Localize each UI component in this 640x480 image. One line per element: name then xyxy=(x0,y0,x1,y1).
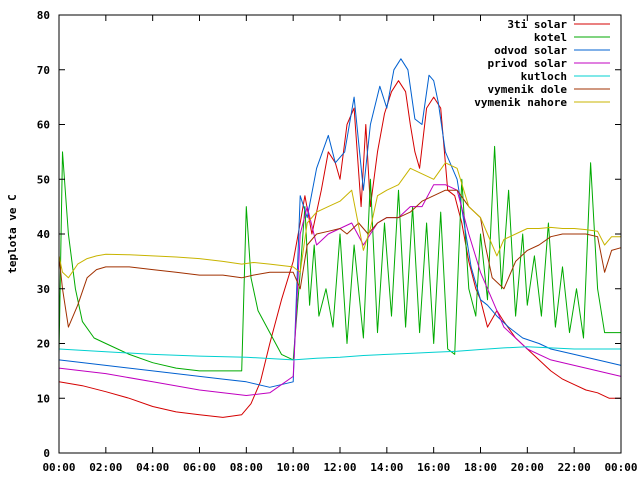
x-tick-label: 16:00 xyxy=(417,461,450,474)
y-tick-label: 30 xyxy=(37,283,50,296)
series-line-kutloch xyxy=(58,346,621,361)
x-tick-label: 00:00 xyxy=(604,461,637,474)
x-tick-label: 22:00 xyxy=(558,461,591,474)
legend-label-3ti-solar: 3ti solar xyxy=(507,18,567,31)
series-line-odvod-solar xyxy=(58,58,622,388)
x-tick-label: 20:00 xyxy=(511,461,544,474)
x-tick-label: 00:00 xyxy=(42,461,75,474)
y-tick-labels: 0 10 20 30 40 50 60 70 80 xyxy=(37,9,50,460)
legend-label-kutloch: kutloch xyxy=(521,70,567,83)
legend-label-kotel: kotel xyxy=(534,31,567,44)
x-tick-label: 02:00 xyxy=(89,461,122,474)
x-tick-label: 14:00 xyxy=(370,461,403,474)
y-tick-label: 60 xyxy=(37,119,50,132)
y-axis-title: teplota ve C xyxy=(6,194,19,273)
y-tick-label: 70 xyxy=(37,64,50,77)
x-tick-label: 08:00 xyxy=(230,461,263,474)
series-line-vymenik-nahore xyxy=(58,162,621,279)
x-tick-label: 04:00 xyxy=(136,461,169,474)
y-tick-label: 0 xyxy=(43,447,50,460)
x-tick-labels: 00:00 02:00 04:00 06:00 08:00 10:00 12:00 14:00… xyxy=(42,461,637,474)
legend-label-vymenik-nahore: vymenik nahore xyxy=(474,96,567,109)
y-tick-label: 10 xyxy=(37,392,50,405)
y-tick-label: 40 xyxy=(37,228,50,241)
x-tick-label: 12:00 xyxy=(323,461,356,474)
series-line-vymenik-dole xyxy=(58,189,622,328)
ticks-layer xyxy=(58,14,622,454)
x-tick-label: 18:00 xyxy=(464,461,497,474)
y-tick-label: 20 xyxy=(37,338,50,351)
series-layer xyxy=(58,58,622,418)
y-tick-label: 50 xyxy=(37,173,50,186)
x-tick-label: 10:00 xyxy=(277,461,310,474)
y-tick-label: 80 xyxy=(37,9,50,22)
x-tick-label: 06:00 xyxy=(183,461,216,474)
legend-label-odvod-solar: odvod solar xyxy=(494,44,567,57)
legend-label-privod-solar: privod solar xyxy=(488,57,568,70)
series-line-kotel xyxy=(58,145,621,372)
legend-label-vymenik-dole: vymenik dole xyxy=(488,83,568,96)
